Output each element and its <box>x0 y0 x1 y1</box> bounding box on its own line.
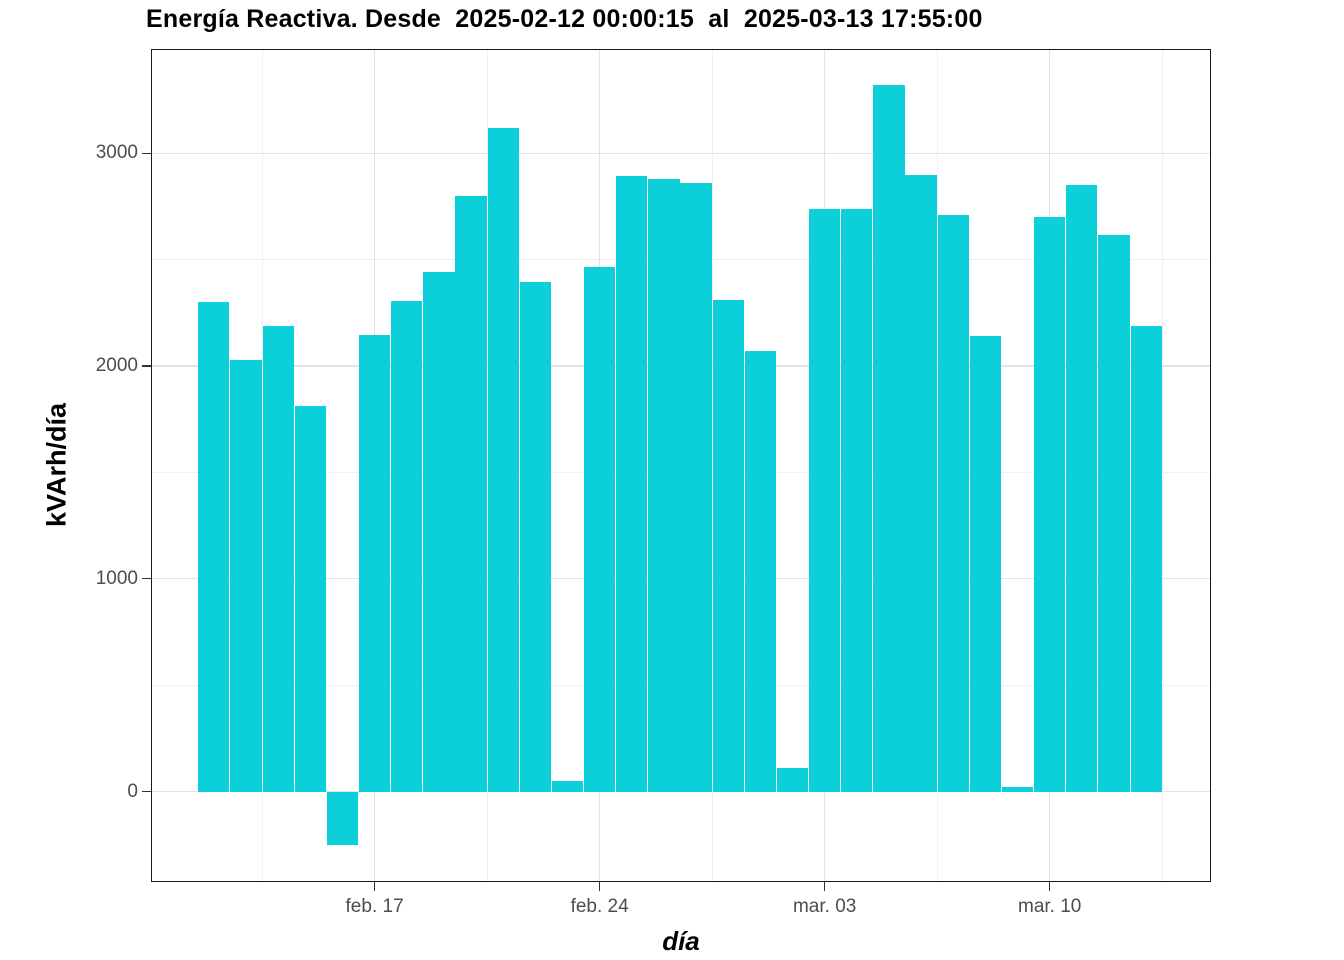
bar-2025-03-11 <box>1066 185 1098 792</box>
bar-2025-03-01 <box>744 351 776 792</box>
bar-2025-02-17 <box>358 335 391 792</box>
x-minor-gridline <box>1161 49 1163 882</box>
bar-2025-02-24 <box>584 267 616 792</box>
bar-2025-03-03 <box>809 208 841 792</box>
x-tick-label: mar. 03 <box>792 896 857 917</box>
bar-2025-02-25 <box>616 175 648 792</box>
y-major-gridline <box>151 790 1211 793</box>
x-minor-gridline <box>486 49 488 882</box>
x-tick-label: feb. 24 <box>570 896 629 917</box>
bar-2025-02-26 <box>648 178 680 792</box>
x-axis-tick <box>823 882 826 891</box>
chart-title: Energía Reactiva. Desde 2025-02-12 00:00… <box>146 5 983 33</box>
y-tick-label: 0 <box>127 780 138 802</box>
x-tick-label: feb. 17 <box>345 896 404 917</box>
x-axis-tick <box>1048 882 1051 891</box>
bar-2025-03-13 <box>1130 325 1162 792</box>
bar-2025-03-07 <box>937 214 969 792</box>
x-axis-title: día <box>662 926 700 956</box>
bar-2025-03-05 <box>873 85 905 792</box>
y-tick-label: 3000 <box>95 142 138 164</box>
y-tick-label: 1000 <box>95 567 138 589</box>
bar-2025-02-12 <box>198 302 230 792</box>
bar-2025-02-16 <box>326 791 359 845</box>
y-major-gridline <box>151 152 1211 154</box>
bar-2025-02-22 <box>519 281 551 792</box>
bar-2025-03-06 <box>905 174 937 792</box>
y-axis-tick <box>142 578 151 580</box>
bar-2025-02-23 <box>551 780 584 792</box>
y-axis-tick <box>142 790 151 793</box>
bar-2025-02-18 <box>391 301 423 792</box>
bar-2025-03-12 <box>1098 235 1130 792</box>
y-axis-title-text: kVArh/día <box>41 402 72 528</box>
y-tick-label: 2000 <box>95 355 138 377</box>
y-axis-tick <box>142 365 151 367</box>
bar-2025-03-02 <box>776 768 809 792</box>
x-axis-tick <box>373 882 376 891</box>
y-axis-tick <box>142 152 151 154</box>
bar-2025-03-10 <box>1034 217 1066 792</box>
x-minor-gridline <box>936 49 938 882</box>
bar-2025-02-15 <box>294 406 326 792</box>
x-axis-tick <box>598 882 601 891</box>
bar-2025-02-19 <box>423 272 455 792</box>
bar-2025-02-27 <box>680 183 712 792</box>
plot-panel <box>151 49 1211 882</box>
bar-2025-03-08 <box>969 336 1001 792</box>
bar-2025-02-21 <box>487 127 519 792</box>
bar-2025-03-04 <box>841 208 873 792</box>
bar-2025-02-20 <box>455 195 487 792</box>
x-minor-gridline <box>261 49 263 882</box>
x-tick-label: mar. 10 <box>1018 896 1082 917</box>
bar-2025-03-09 <box>1001 787 1034 792</box>
bar-2025-02-28 <box>712 300 744 792</box>
x-minor-gridline <box>711 49 713 882</box>
bar-2025-02-13 <box>230 359 262 792</box>
bar-2025-02-14 <box>262 325 294 792</box>
